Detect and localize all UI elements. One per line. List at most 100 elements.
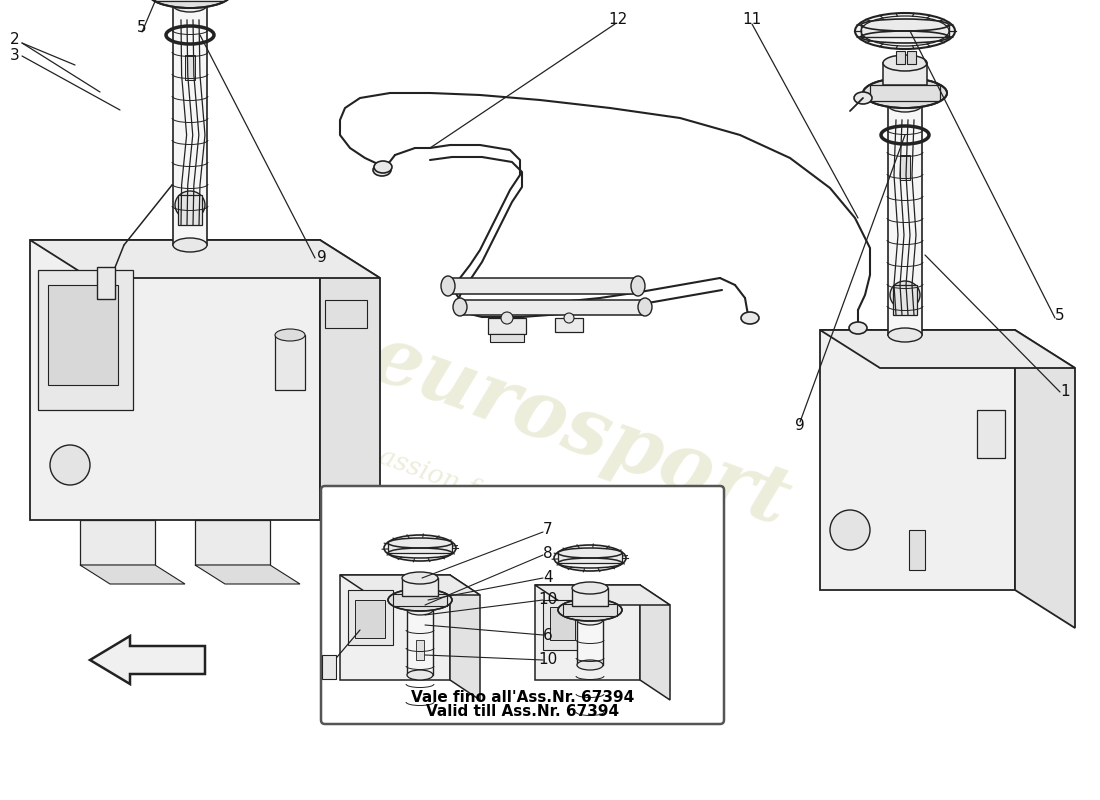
Bar [195,520,270,565]
Ellipse shape [173,238,207,252]
Ellipse shape [388,538,452,548]
Ellipse shape [373,164,390,176]
Polygon shape [1015,330,1075,628]
Ellipse shape [500,312,513,324]
Ellipse shape [374,161,392,173]
Text: 6: 6 [543,627,553,642]
Text: 2: 2 [10,33,20,47]
Ellipse shape [578,660,603,670]
Ellipse shape [890,281,920,309]
Ellipse shape [830,510,870,550]
Ellipse shape [441,276,455,296]
Bar [348,590,393,645]
Ellipse shape [888,98,922,112]
Ellipse shape [864,78,947,108]
Bar [563,604,617,616]
Ellipse shape [407,670,433,680]
Text: Vale fino all'Ass.Nr. 67394: Vale fino all'Ass.Nr. 67394 [411,690,634,706]
Bar [155,0,226,1]
Bar [900,155,910,180]
Bar [388,543,452,553]
Bar [543,600,583,650]
Bar [322,655,335,679]
Bar [572,588,608,606]
Ellipse shape [849,322,867,334]
Bar [861,25,949,37]
Bar [870,85,940,101]
Bar [883,63,927,85]
Polygon shape [30,240,379,278]
Text: 8: 8 [543,546,553,561]
Bar [896,51,905,64]
Ellipse shape [883,55,927,71]
Ellipse shape [638,298,652,316]
Bar [80,520,155,565]
Text: Valid till Ass.Nr. 67394: Valid till Ass.Nr. 67394 [426,705,619,719]
Text: 10: 10 [538,653,558,667]
Ellipse shape [453,298,468,316]
Text: 1: 1 [1060,385,1070,399]
Text: 9: 9 [795,418,805,433]
Bar [556,318,583,332]
Polygon shape [640,585,670,700]
Polygon shape [535,585,640,680]
Bar [578,620,603,665]
Polygon shape [195,565,300,584]
Bar [355,600,385,638]
Text: 10: 10 [538,593,558,607]
Ellipse shape [855,13,955,49]
Ellipse shape [402,572,438,584]
Text: 3: 3 [10,47,20,62]
Bar [324,300,367,328]
Ellipse shape [50,445,90,485]
Ellipse shape [384,535,456,561]
Polygon shape [820,330,1015,590]
Bar [460,300,645,315]
Ellipse shape [388,589,452,611]
Polygon shape [450,575,480,700]
Ellipse shape [564,313,574,323]
Bar [416,640,424,660]
Text: 5: 5 [1055,307,1065,322]
Text: 5: 5 [138,21,146,35]
Polygon shape [340,575,480,595]
Text: 7: 7 [543,522,553,538]
Bar [448,278,638,294]
Bar [173,5,207,245]
Text: 12: 12 [608,13,628,27]
Bar [977,410,1005,458]
Polygon shape [30,240,320,520]
FancyArrow shape [90,636,205,684]
Ellipse shape [854,92,872,104]
Text: 4: 4 [543,570,553,586]
Ellipse shape [558,548,622,558]
Text: 11: 11 [742,13,761,27]
Polygon shape [320,240,379,558]
Ellipse shape [173,0,207,12]
Ellipse shape [861,19,949,31]
Ellipse shape [275,329,305,341]
Bar [490,334,524,342]
Bar [550,607,575,640]
Text: eurosport: eurosport [360,318,801,542]
Ellipse shape [888,328,922,342]
Bar [908,51,916,64]
Ellipse shape [558,599,622,621]
Bar [909,530,925,570]
Polygon shape [340,575,450,680]
Ellipse shape [631,276,645,296]
Bar [393,594,447,606]
Bar [402,578,438,596]
Bar [178,195,202,225]
Ellipse shape [741,312,759,324]
Bar [97,267,116,299]
Ellipse shape [572,582,608,594]
Ellipse shape [578,615,603,625]
Bar [275,335,305,390]
Polygon shape [535,585,670,605]
Bar [888,105,922,335]
Text: a passion for parts since 1985: a passion for parts since 1985 [337,430,724,590]
FancyBboxPatch shape [321,486,724,724]
Ellipse shape [175,191,205,219]
Ellipse shape [554,545,626,571]
